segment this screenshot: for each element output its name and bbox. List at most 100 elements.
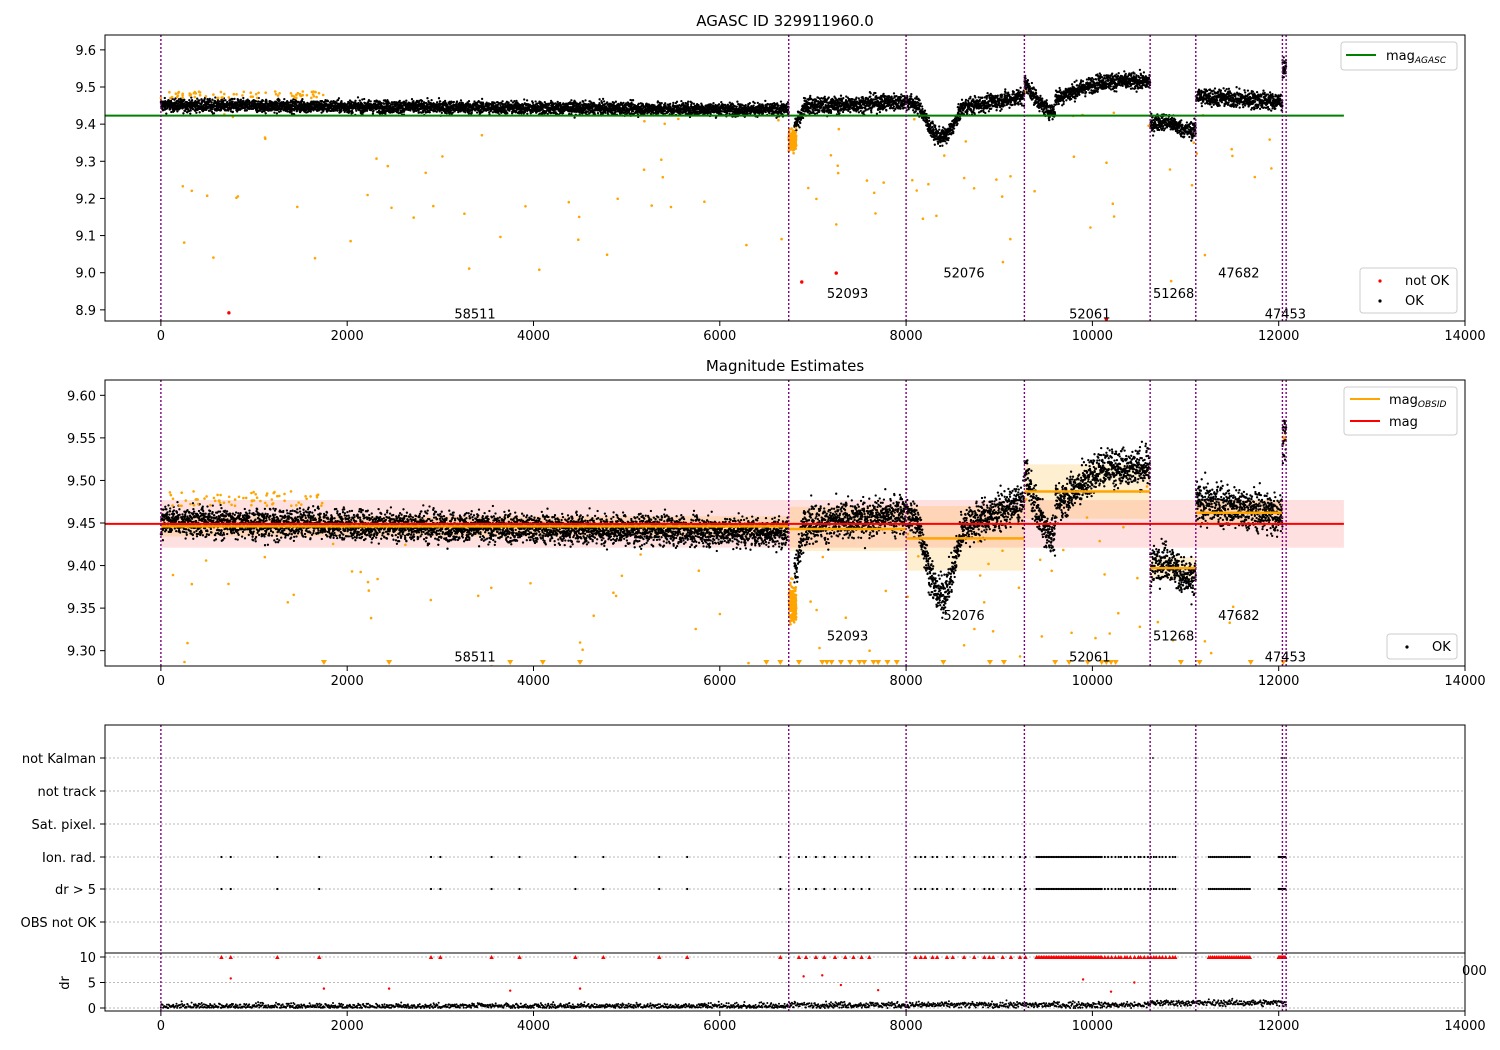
ok-point — [430, 98, 433, 102]
ok-point — [254, 100, 258, 103]
ok-point — [725, 111, 729, 115]
ok-point — [225, 109, 228, 112]
ok-point — [326, 100, 330, 103]
ok-point — [320, 100, 324, 103]
ok-point — [777, 104, 780, 107]
ok-point — [211, 98, 214, 101]
ok-point — [372, 109, 375, 112]
ok-point — [209, 99, 212, 102]
ok-point — [764, 99, 767, 103]
ok-point — [242, 96, 245, 100]
ok-point — [377, 109, 381, 112]
ok-point — [801, 116, 805, 120]
ok-point — [275, 106, 278, 109]
ok-point — [351, 111, 354, 114]
ok-point — [397, 109, 400, 112]
ok-point — [669, 102, 672, 106]
ok-point — [354, 107, 357, 111]
ok-point — [222, 99, 225, 102]
ok-point — [425, 110, 428, 114]
ok-point — [263, 110, 266, 113]
ok-point — [570, 99, 573, 102]
ok-point — [451, 111, 454, 114]
ok-point — [426, 103, 430, 106]
ok-point — [358, 99, 361, 102]
ok-point — [382, 102, 386, 105]
ok-point — [176, 110, 179, 113]
ok-point — [384, 112, 387, 115]
ok-point — [664, 102, 667, 105]
ok-point — [756, 101, 759, 105]
panel1-plot — [105, 35, 1344, 321]
ok-point — [656, 100, 660, 103]
ok-point — [455, 100, 459, 103]
ok-point — [440, 111, 443, 115]
ok-point — [206, 97, 209, 101]
ok-point — [821, 102, 825, 106]
ok-point — [753, 101, 756, 105]
ok-point — [189, 112, 192, 115]
ok-point — [337, 97, 341, 100]
ok-point — [202, 104, 205, 107]
ok-point — [412, 100, 415, 103]
ok-point — [398, 99, 401, 103]
ok-point — [469, 103, 472, 106]
ok-point — [534, 100, 537, 103]
ok-point — [355, 109, 358, 112]
ok-point — [181, 106, 185, 110]
ok-point — [804, 97, 807, 100]
ok-point — [415, 109, 418, 113]
ok-point — [672, 101, 675, 105]
ok-point — [354, 99, 357, 102]
ok-point — [809, 94, 812, 98]
ok-point — [198, 111, 201, 114]
ok-point — [300, 108, 303, 112]
ok-point — [598, 103, 602, 107]
ok-point — [712, 101, 715, 105]
ok-point — [279, 110, 282, 113]
ok-point — [600, 101, 604, 105]
ok-point — [839, 94, 843, 97]
ok-point — [363, 97, 366, 101]
ok-point — [467, 100, 471, 103]
ok-point — [390, 101, 394, 104]
ok-point — [188, 98, 191, 102]
ok-point — [233, 97, 236, 101]
ok-point — [397, 111, 400, 115]
ok-point — [216, 98, 220, 102]
ok-point — [231, 110, 235, 113]
ok-point — [261, 99, 265, 102]
ok-point — [378, 100, 381, 103]
ok-point — [467, 112, 470, 115]
ok-point — [452, 100, 456, 104]
ok-point — [827, 96, 830, 99]
ok-point — [189, 109, 192, 112]
ok-point — [513, 100, 516, 103]
ok-point — [453, 110, 456, 113]
ok-point — [443, 99, 447, 103]
ok-point — [744, 103, 747, 107]
ok-point — [449, 109, 453, 112]
ok-point — [165, 112, 168, 115]
ok-point — [180, 98, 183, 101]
ok-point — [256, 109, 260, 113]
panel1-title: AGASC ID 329911960.0 — [696, 12, 874, 30]
ok-point — [735, 105, 738, 108]
ok-point — [811, 101, 814, 104]
ok-point — [459, 99, 463, 102]
ok-point — [779, 100, 783, 103]
ok-point — [309, 110, 312, 113]
ok-point — [686, 103, 690, 106]
ok-point — [420, 99, 424, 103]
ok-point — [356, 96, 360, 99]
ok-point — [501, 100, 504, 103]
ok-point — [746, 112, 749, 115]
ok-point — [363, 101, 367, 105]
ok-point — [507, 101, 510, 104]
ok-point — [428, 111, 431, 114]
ok-point — [660, 102, 663, 105]
ok-point — [293, 109, 296, 112]
ok-point — [402, 100, 406, 103]
ok-point — [300, 100, 304, 103]
ok-point — [208, 97, 211, 101]
